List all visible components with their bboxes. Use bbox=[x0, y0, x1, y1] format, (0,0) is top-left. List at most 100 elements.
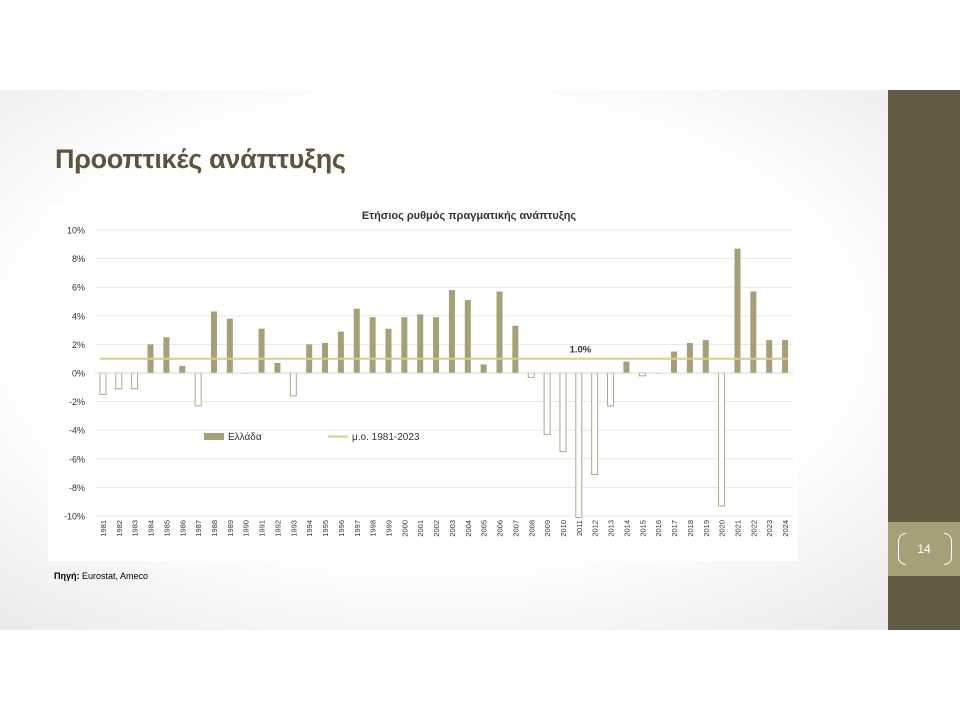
bar bbox=[433, 317, 440, 373]
bar bbox=[258, 328, 265, 373]
x-tick-label: 1982 bbox=[115, 520, 124, 537]
bar bbox=[385, 328, 392, 373]
x-tick-label: 2022 bbox=[749, 520, 758, 537]
chart-area: Ετήσιος ρυθμός πραγματικής ανάπτυξης -10%… bbox=[48, 203, 798, 561]
bar bbox=[638, 372, 646, 377]
bar bbox=[591, 372, 599, 475]
y-tick-label: -10% bbox=[64, 512, 85, 522]
x-tick-label: 2014 bbox=[622, 520, 631, 537]
x-tick-label: 2003 bbox=[448, 520, 457, 537]
x-tick-label: 1984 bbox=[147, 520, 156, 537]
bar bbox=[464, 300, 471, 373]
bar bbox=[337, 331, 344, 373]
x-tick-label: 2009 bbox=[543, 520, 552, 537]
bar bbox=[702, 340, 709, 373]
x-tick-label: 2004 bbox=[464, 520, 473, 537]
x-tick-label: 2005 bbox=[480, 520, 489, 537]
x-tick-label: 1999 bbox=[384, 520, 393, 537]
bar bbox=[353, 308, 360, 373]
x-tick-label: 2019 bbox=[702, 520, 711, 537]
x-tick-label: 2008 bbox=[527, 520, 536, 537]
bar bbox=[671, 351, 678, 373]
x-tick-label: 1998 bbox=[369, 520, 378, 537]
bar bbox=[194, 372, 202, 407]
legend-label-average: μ.ο. 1981-2023 bbox=[352, 432, 420, 443]
bar bbox=[210, 311, 217, 373]
x-tick-label: 2001 bbox=[416, 520, 425, 537]
x-tick-label: 1986 bbox=[178, 520, 187, 537]
bar bbox=[623, 361, 630, 373]
y-tick-label: -2% bbox=[69, 397, 85, 407]
x-tick-label: 2018 bbox=[686, 520, 695, 537]
bar bbox=[750, 291, 757, 373]
y-tick-label: -8% bbox=[69, 483, 85, 493]
bar bbox=[369, 317, 376, 373]
x-tick-label: 2023 bbox=[765, 520, 774, 537]
x-tick-label: 2024 bbox=[781, 520, 790, 537]
bar bbox=[289, 372, 297, 397]
x-tick-label: 1990 bbox=[242, 520, 251, 537]
x-tick-label: 1993 bbox=[289, 520, 298, 537]
source-note: Πηγή: Eurostat, Ameco bbox=[54, 571, 148, 581]
bar bbox=[480, 364, 487, 373]
bar bbox=[575, 372, 583, 518]
bar bbox=[782, 340, 789, 373]
slide-title: Προοπτικές ανάπτυξης bbox=[55, 144, 346, 174]
chart-title: Ετήσιος ρυθμός πραγματικής ανάπτυξης bbox=[362, 210, 577, 222]
x-tick-label: 1987 bbox=[194, 520, 203, 537]
x-tick-label: 2006 bbox=[496, 520, 505, 537]
bar bbox=[559, 372, 567, 453]
x-tick-label: 1988 bbox=[210, 520, 219, 537]
bar bbox=[512, 325, 519, 373]
x-tick-label: 2010 bbox=[559, 520, 568, 537]
x-tick-label: 2000 bbox=[400, 520, 409, 537]
x-tick-label: 2002 bbox=[432, 520, 441, 537]
bar bbox=[766, 340, 773, 373]
x-tick-label: 1991 bbox=[258, 520, 267, 537]
y-tick-label: 4% bbox=[72, 311, 85, 321]
bar bbox=[607, 372, 615, 407]
x-tick-label: 2016 bbox=[654, 520, 663, 537]
x-tick-label: 1992 bbox=[273, 520, 282, 537]
bar bbox=[401, 317, 408, 373]
bar bbox=[718, 372, 726, 507]
y-tick-label: 10% bbox=[67, 226, 85, 236]
bar bbox=[448, 290, 455, 373]
y-tick-label: 8% bbox=[72, 254, 85, 264]
x-tick-label: 2020 bbox=[718, 520, 727, 537]
bar bbox=[131, 372, 139, 390]
bar bbox=[226, 318, 233, 373]
bar bbox=[527, 372, 535, 378]
bracket-right-icon bbox=[944, 533, 952, 565]
bar bbox=[179, 365, 186, 373]
slide: Προοπτικές ανάπτυξης Ετήσιος ρυθμός πραγ… bbox=[0, 90, 960, 630]
x-tick-label: 2015 bbox=[638, 520, 647, 537]
x-tick-label: 2017 bbox=[670, 520, 679, 537]
bar bbox=[274, 362, 281, 373]
bar bbox=[99, 372, 107, 395]
y-tick-label: 0% bbox=[72, 369, 85, 379]
x-tick-label: 2007 bbox=[511, 520, 520, 537]
legend-swatch-bar bbox=[204, 433, 224, 440]
x-tick-label: 1995 bbox=[321, 520, 330, 537]
bar bbox=[163, 337, 170, 373]
average-label: 1.0% bbox=[570, 345, 592, 356]
x-tick-label: 2011 bbox=[575, 520, 584, 536]
bar bbox=[417, 314, 424, 373]
x-tick-label: 1994 bbox=[305, 520, 314, 537]
x-tick-label: 2013 bbox=[607, 520, 616, 537]
y-tick-label: -6% bbox=[69, 454, 85, 464]
x-tick-label: 2021 bbox=[733, 520, 742, 537]
x-tick-label: 1985 bbox=[162, 520, 171, 537]
y-tick-label: 6% bbox=[72, 283, 85, 293]
bar bbox=[734, 248, 741, 373]
x-tick-label: 1981 bbox=[99, 520, 108, 537]
x-tick-label: 1983 bbox=[131, 520, 140, 537]
x-tick-label: 2012 bbox=[591, 520, 600, 537]
growth-chart: Ετήσιος ρυθμός πραγματικής ανάπτυξης -10%… bbox=[64, 210, 793, 537]
page-number: 14 bbox=[917, 542, 931, 556]
x-tick-label: 1996 bbox=[337, 520, 346, 537]
source-text: Eurostat, Ameco bbox=[82, 571, 149, 581]
page-number-box: 14 bbox=[888, 522, 960, 576]
y-tick-label: -4% bbox=[69, 426, 85, 436]
